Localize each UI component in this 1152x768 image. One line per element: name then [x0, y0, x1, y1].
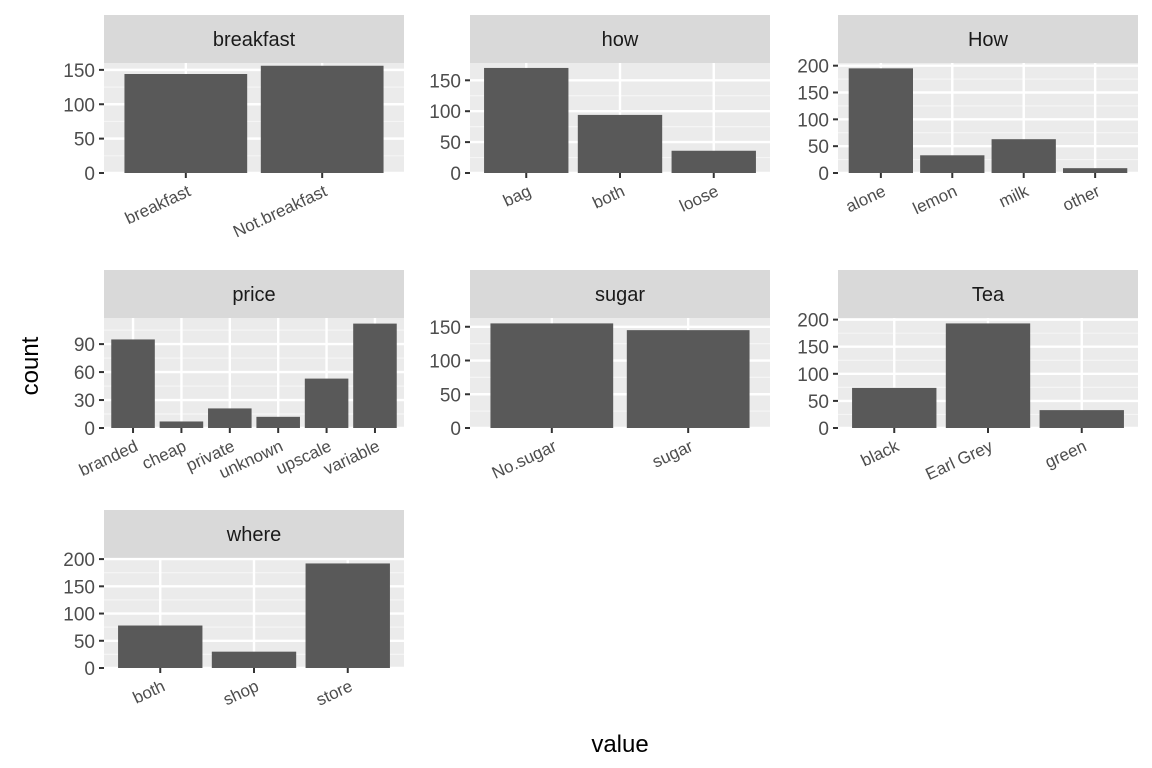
facet-title: breakfast: [213, 29, 296, 51]
y-tick-label: 150: [63, 61, 95, 82]
y-tick-label: 0: [84, 659, 95, 680]
bar-lemon: [920, 155, 985, 173]
facet-title: Tea: [972, 284, 1005, 306]
bar-both: [118, 625, 203, 668]
y-tick-label: 50: [440, 133, 461, 154]
y-tick-label: 150: [429, 318, 461, 339]
bar-sugar: [626, 330, 750, 428]
y-tick-label: 100: [797, 110, 829, 131]
y-tick-label: 100: [429, 102, 461, 123]
bar-branded: [111, 339, 155, 428]
bar-alone: [848, 68, 913, 173]
y-tick-label: 0: [450, 419, 461, 440]
y-tick-label: 50: [808, 137, 829, 158]
y-tick-label: 100: [63, 95, 95, 116]
facet-title: How: [968, 29, 1009, 51]
bar-cheap: [159, 421, 204, 428]
y-tick-label: 100: [63, 605, 95, 626]
facet-strip: [104, 15, 404, 63]
bar-no-sugar: [490, 323, 614, 428]
y-tick-label: 50: [440, 385, 461, 406]
bar-private: [208, 408, 252, 428]
facet-strip: [838, 15, 1138, 63]
y-tick-label: 0: [818, 419, 829, 440]
facet-strip: [838, 270, 1138, 318]
bar-milk: [991, 139, 1056, 173]
facet-strip: [470, 15, 770, 63]
y-tick-label: 0: [84, 164, 95, 185]
y-tick-label: 30: [74, 391, 95, 412]
y-tick-label: 0: [84, 419, 95, 440]
y-tick-label: 150: [797, 84, 829, 105]
bar-upscale: [304, 378, 349, 428]
y-tick-label: 200: [63, 550, 95, 571]
bar-variable: [353, 323, 397, 428]
bar-shop: [211, 651, 297, 668]
y-tick-label: 100: [797, 365, 829, 386]
y-tick-label: 0: [818, 164, 829, 185]
y-tick-label: 60: [74, 363, 95, 384]
facet-strip: [104, 270, 404, 318]
y-tick-label: 90: [74, 335, 95, 356]
x-axis-title: value: [591, 731, 648, 758]
facet-price-3: price0306090brandedcheapprivateunknownup…: [74, 270, 404, 482]
bar-not-breakfast: [260, 65, 384, 173]
bar-green: [1039, 410, 1124, 428]
y-axis-title: count: [17, 336, 44, 395]
bar-other: [1063, 168, 1128, 173]
y-tick-label: 50: [74, 130, 95, 151]
y-tick-label: 100: [429, 352, 461, 373]
bar-store: [305, 563, 390, 668]
y-tick-label: 150: [429, 71, 461, 92]
y-tick-label: 50: [808, 392, 829, 413]
facet-strip: [470, 270, 770, 318]
y-tick-label: 50: [74, 632, 95, 653]
facet-strip: [104, 510, 404, 558]
bar-earl-grey: [945, 323, 1031, 428]
y-tick-label: 0: [450, 164, 461, 185]
bar-both: [577, 114, 663, 173]
facet-title: sugar: [595, 284, 645, 306]
bar-unknown: [256, 416, 300, 428]
y-tick-label: 150: [63, 577, 95, 598]
bar-loose: [671, 150, 756, 173]
y-tick-label: 200: [797, 311, 829, 332]
facet-title: where: [226, 524, 281, 546]
y-tick-label: 200: [797, 57, 829, 78]
bar-breakfast: [124, 74, 248, 173]
facet-title: how: [602, 29, 639, 51]
bar-black: [852, 387, 937, 428]
facet-title: price: [232, 284, 275, 306]
bar-bag: [484, 67, 569, 173]
y-tick-label: 150: [797, 338, 829, 359]
